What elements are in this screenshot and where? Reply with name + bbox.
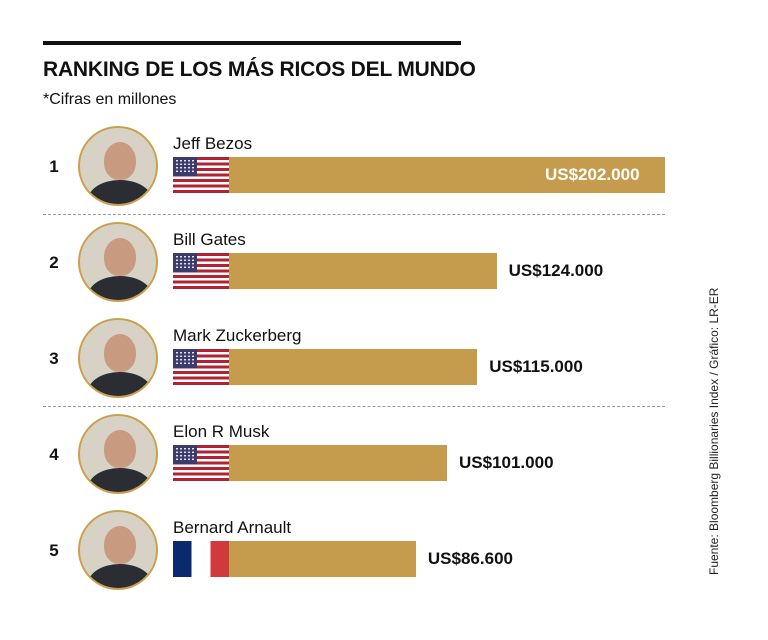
row-divider <box>43 406 665 407</box>
bill-gates-photo <box>78 222 158 302</box>
mark-zuckerberg-photo <box>78 318 158 398</box>
jeff-bezos-photo <box>78 126 158 206</box>
bar-label: Jeff Bezos <box>173 134 253 153</box>
row-divider <box>43 214 665 215</box>
data-label: US$202.000 <box>545 165 640 184</box>
flag-canton <box>173 157 197 177</box>
us-flag-icon <box>173 157 229 193</box>
flag-canton <box>173 253 197 273</box>
us-flag-icon <box>173 253 229 289</box>
bar-label: Bill Gates <box>173 230 246 249</box>
elon-musk-photo <box>78 414 158 494</box>
data-label: US$124.000 <box>508 261 604 280</box>
bernard-arnault-photo <box>78 510 158 590</box>
us-flag-icon <box>173 445 229 481</box>
bar-4 <box>229 445 447 481</box>
bar-3 <box>229 349 478 385</box>
portrait-shoulders <box>88 372 152 396</box>
portrait-shoulders <box>88 180 152 204</box>
flag-canton <box>173 445 197 465</box>
rank-number: 5 <box>49 541 59 560</box>
data-label: US$101.000 <box>459 453 554 472</box>
chart-subtitle: *Cifras en millones <box>43 91 177 108</box>
portrait-head <box>104 334 136 372</box>
portrait-shoulders <box>88 276 152 300</box>
rank-number: 2 <box>49 253 59 272</box>
fr-flag-icon <box>173 541 229 577</box>
flag-canton <box>173 349 197 369</box>
portrait-head <box>104 430 136 468</box>
portrait-head <box>104 238 136 276</box>
bar-5 <box>229 541 416 577</box>
portrait-head <box>104 526 136 564</box>
bar-label: Elon R Musk <box>173 422 270 441</box>
bar-label: Mark Zuckerberg <box>173 326 302 345</box>
us-flag-icon <box>173 349 229 385</box>
bar-2 <box>229 253 497 289</box>
rank-number: 3 <box>49 349 59 368</box>
bar-1 <box>229 157 665 193</box>
data-label: US$86.600 <box>427 549 513 568</box>
title-rule <box>43 41 461 45</box>
portrait-shoulders <box>88 564 152 588</box>
bar-label: Bernard Arnault <box>173 518 292 537</box>
portrait-shoulders <box>88 468 152 492</box>
portrait-head <box>104 142 136 180</box>
rank-number: 4 <box>49 445 59 464</box>
chart-title: RANKING DE LOS MÁS RICOS DEL MUNDO <box>43 58 476 81</box>
rank-number: 1 <box>49 157 59 176</box>
data-label: US$115.000 <box>489 357 583 376</box>
